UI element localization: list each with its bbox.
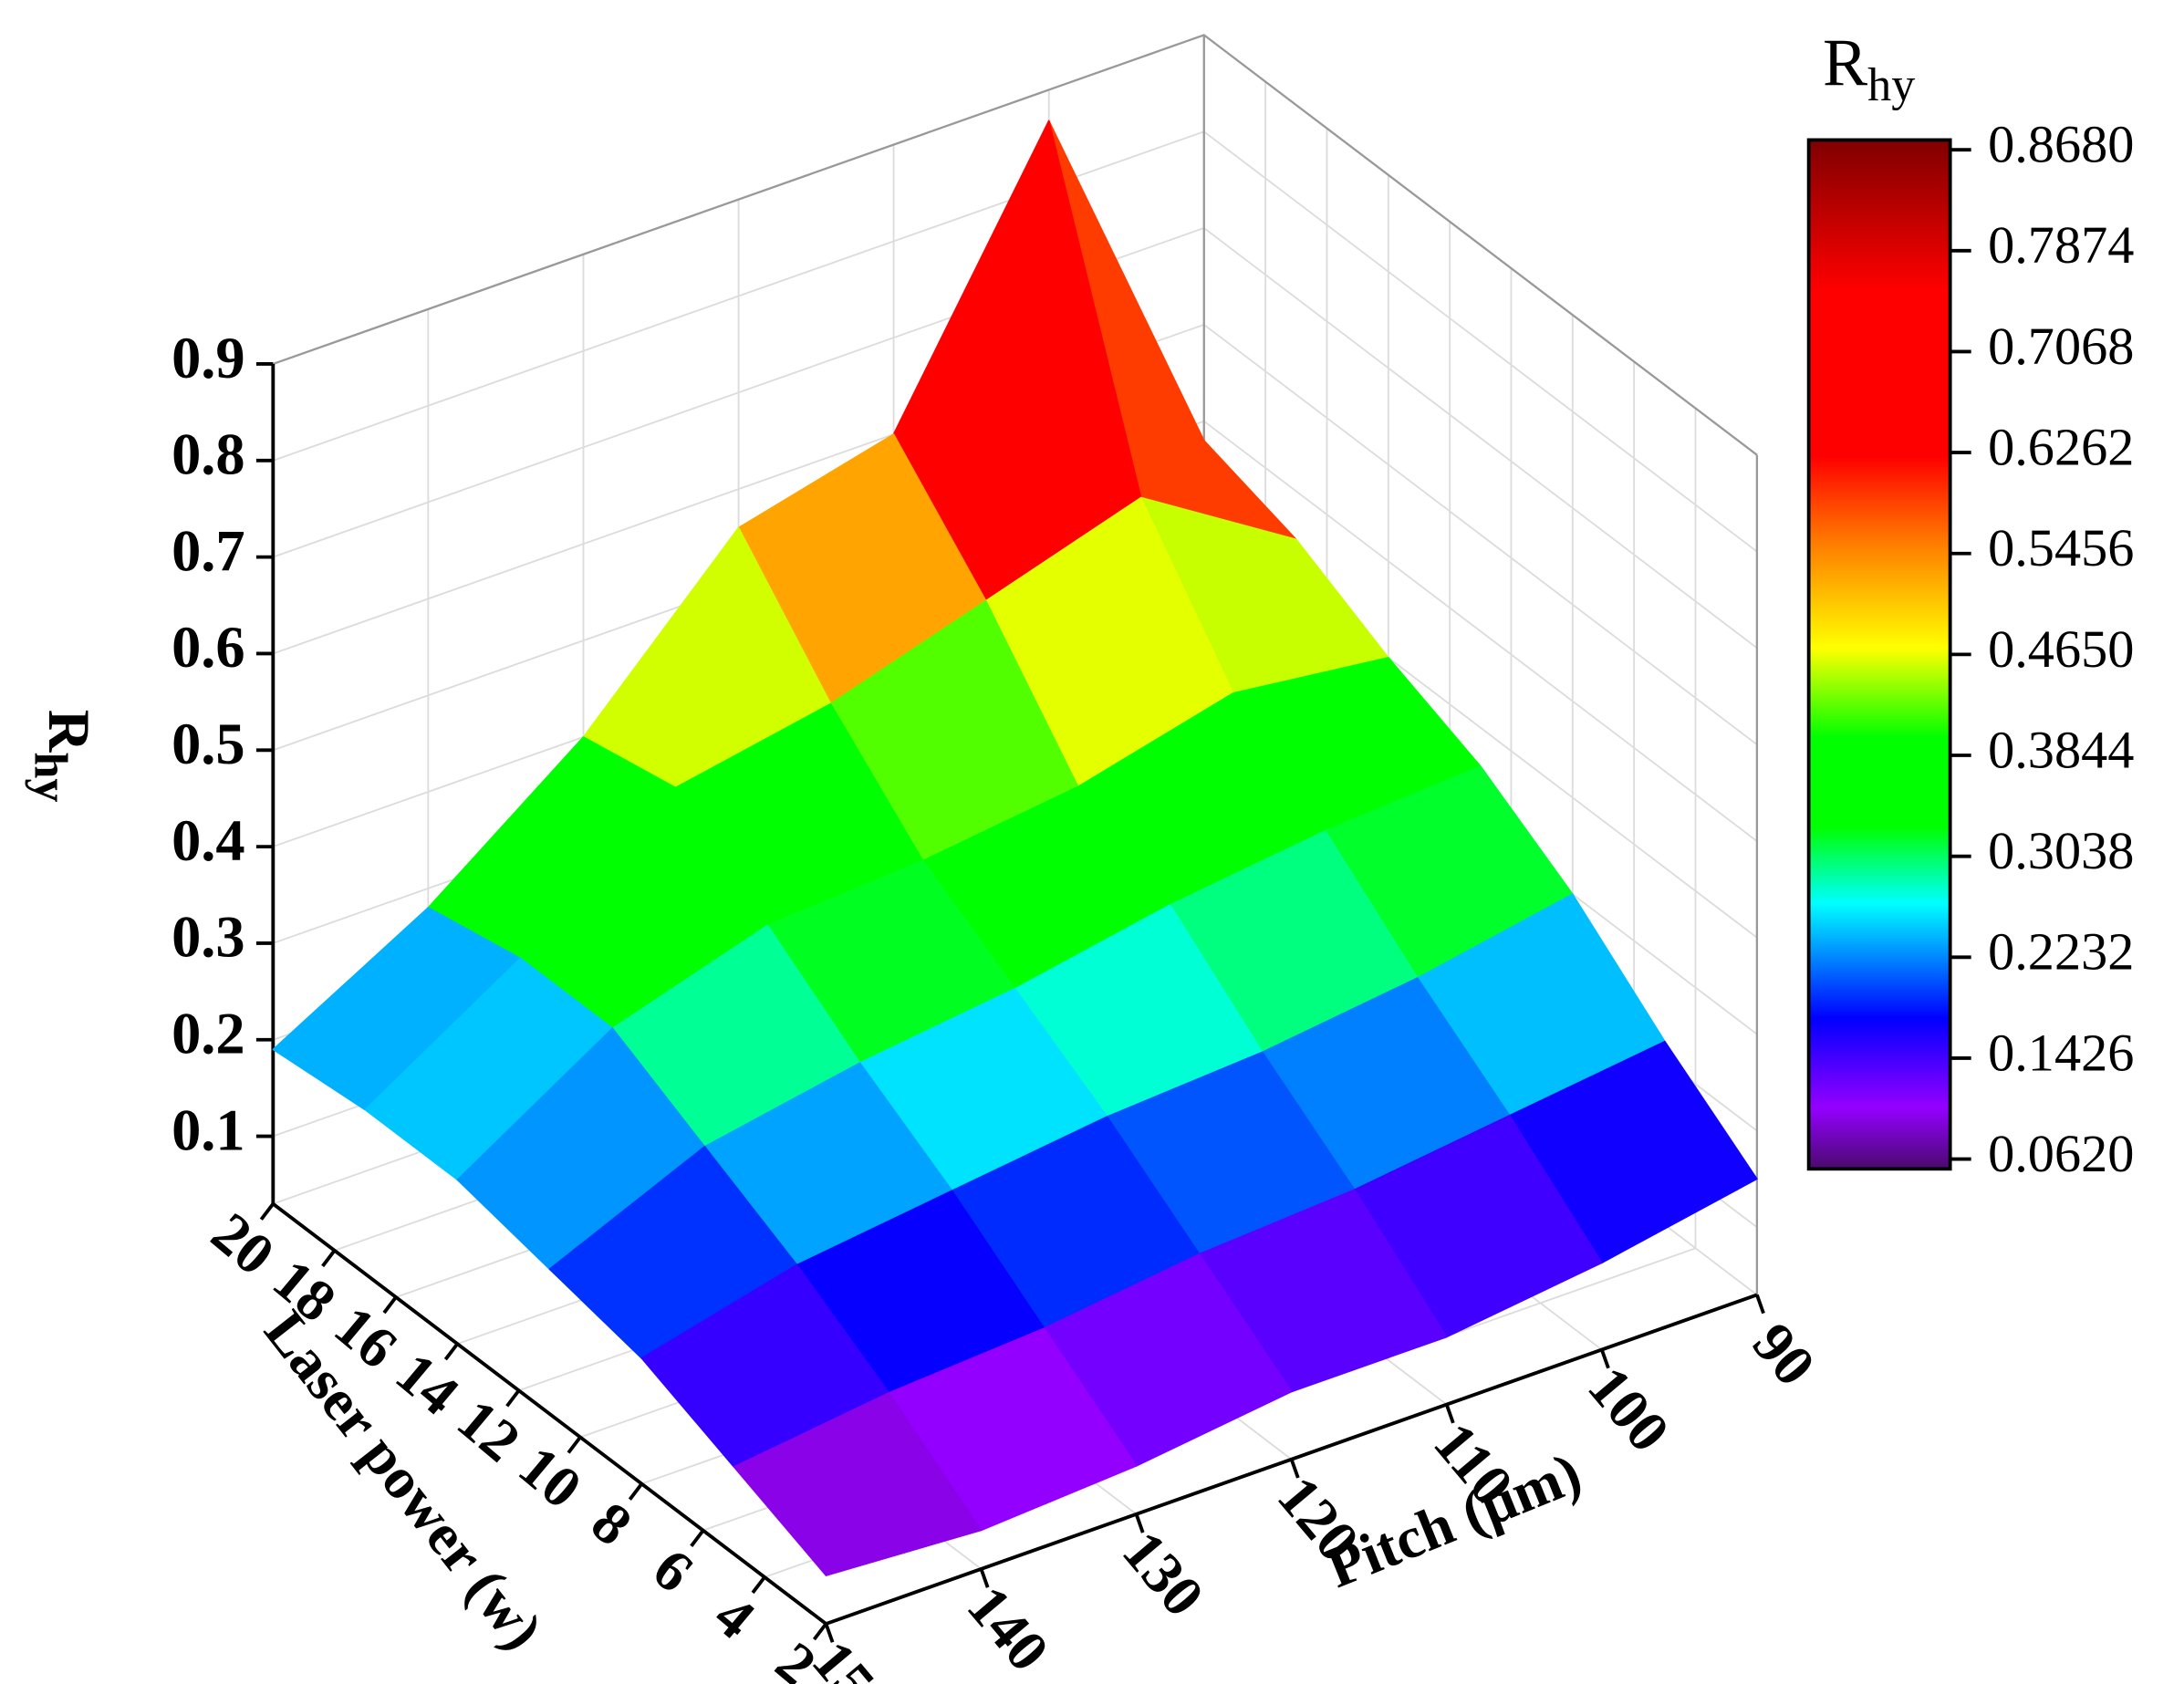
colorbar-title-main: R (1823, 26, 1868, 100)
z-axis-title-sub: hy (25, 752, 77, 802)
z-tick-label: 0.5 (172, 712, 245, 776)
x-tick-label: 130 (1110, 1519, 1217, 1628)
y-tick (321, 1249, 337, 1268)
colorbar (1806, 138, 1952, 1171)
colorbar-tick-label: 0.5456 (1988, 518, 2134, 577)
y-tick-label: 8 (579, 1490, 643, 1558)
x-tick (1289, 1459, 1300, 1479)
colorbar-tick-label: 0.3038 (1988, 821, 2134, 880)
z-tick-label: 0.1 (172, 1097, 245, 1162)
z-tick-label: 0.4 (172, 808, 245, 873)
z-tick-label: 0.3 (172, 905, 245, 970)
z-tick-label: 0.9 (172, 326, 245, 390)
z-tick-label: 0.8 (172, 422, 245, 487)
x-tick (1600, 1348, 1610, 1369)
z-tick-label: 0.2 (172, 1002, 245, 1066)
colorbar-tick-label: 0.4650 (1988, 619, 2134, 679)
x-tick (979, 1568, 990, 1588)
z-tick-label: 0.7 (172, 518, 245, 583)
colorbar-tick-label: 0.1426 (1988, 1023, 2134, 1082)
x-tick (1755, 1294, 1765, 1315)
y-tick (567, 1436, 582, 1454)
colorbar-tick-label: 0.7068 (1988, 317, 2134, 376)
colorbar-tick-label: 0.7874 (1988, 215, 2134, 275)
z-axis-title-main: R (36, 710, 101, 754)
y-tick-label: 10 (507, 1433, 594, 1521)
colorbar-tick-label: 0.3844 (1988, 720, 2134, 779)
y-tick-label: 20 (200, 1200, 286, 1287)
colorbar-tick-label: 0.6262 (1988, 417, 2134, 476)
x-tick-label: 100 (1576, 1355, 1682, 1464)
x-tick (1134, 1513, 1145, 1533)
x-tick-label: 140 (955, 1574, 1062, 1683)
y-tick (812, 1622, 827, 1641)
y-tick-label: 14 (384, 1340, 471, 1428)
x-tick-label: 90 (1741, 1311, 1828, 1398)
colorbar-tick-label: 0.0620 (1988, 1124, 2134, 1183)
colorbar-tick-label: 0.8680 (1988, 115, 2134, 174)
z-tick-label: 0.6 (172, 615, 245, 680)
y-tick (751, 1575, 766, 1595)
y-tick-label: 4 (702, 1583, 766, 1651)
y-tick-label: 12 (445, 1387, 532, 1474)
colorbar-tick-label: 0.2232 (1988, 922, 2134, 982)
z-axis-title: Rhy (25, 710, 102, 803)
y-tick (628, 1482, 643, 1501)
colorbar-title: Rhy (1823, 26, 1915, 112)
y-tick (382, 1295, 398, 1315)
x-tick (824, 1623, 835, 1643)
y-tick (505, 1389, 521, 1408)
colorbar-title-sub: hy (1867, 59, 1915, 111)
x-tick (1444, 1403, 1455, 1424)
y-tick (443, 1342, 459, 1361)
surface-cell (733, 1392, 983, 1576)
y-tick-label: 6 (641, 1536, 705, 1605)
y-tick (259, 1202, 275, 1221)
y-tick (690, 1529, 705, 1547)
